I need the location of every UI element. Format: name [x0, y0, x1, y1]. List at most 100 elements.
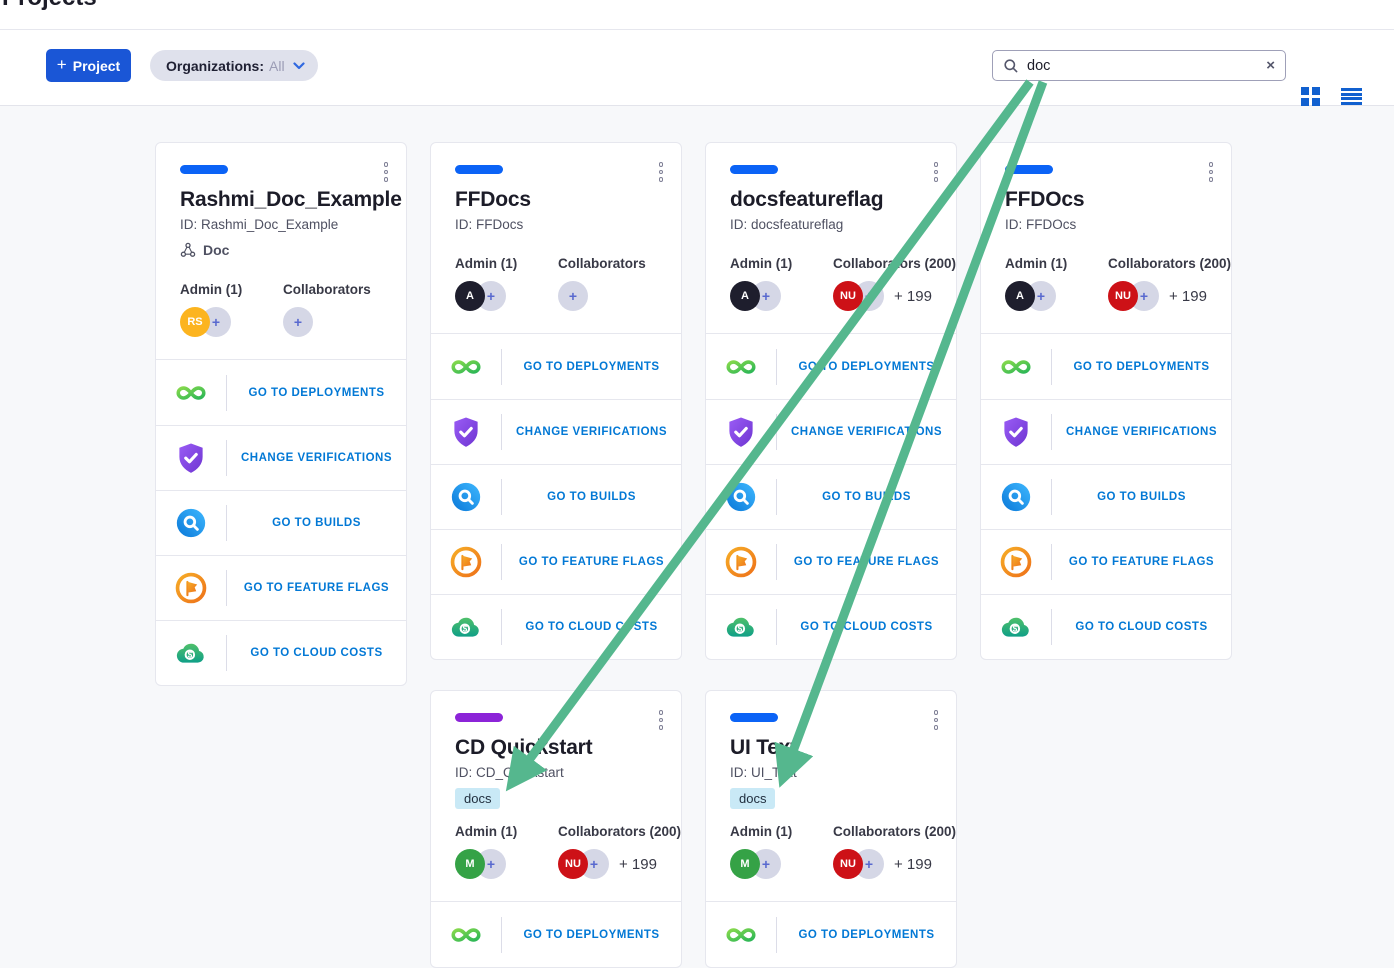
- admin-avatar[interactable]: M: [455, 849, 485, 879]
- deployments-icon: [174, 376, 208, 410]
- project-name[interactable]: FFDOcs: [1005, 188, 1085, 211]
- go-to-builds-row[interactable]: GO TO BUILDS: [156, 490, 406, 555]
- add-collaborator-button[interactable]: +: [558, 281, 588, 311]
- go-to-builds-row[interactable]: GO TO BUILDS: [706, 464, 956, 529]
- verifications-icon: [449, 415, 483, 449]
- go-to-feature-flags-row[interactable]: GO TO FEATURE FLAGS: [706, 529, 956, 594]
- new-project-button[interactable]: + Project: [46, 49, 131, 82]
- builds-icon: [724, 480, 758, 514]
- go-to-deployments-row[interactable]: GO TO DEPLOYMENTS: [431, 334, 681, 399]
- project-name[interactable]: Rashmi_Doc_Example: [180, 188, 402, 211]
- change-verifications-row[interactable]: CHANGE VERIFICATIONS: [706, 399, 956, 464]
- go-to-deployments-link[interactable]: GO TO DEPLOYMENTS: [248, 386, 385, 399]
- feature-flags-icon: [174, 571, 208, 605]
- change-verifications-row[interactable]: CHANGE VERIFICATIONS: [431, 399, 681, 464]
- go-to-feature-flags-row[interactable]: GO TO FEATURE FLAGS: [156, 555, 406, 620]
- go-to-cloud-costs-link[interactable]: GO TO CLOUD COSTS: [250, 647, 383, 659]
- toolbar: + Project Organizations: All ×: [0, 30, 1394, 106]
- admin-avatar[interactable]: A: [730, 281, 760, 311]
- go-to-deployments-row[interactable]: GO TO DEPLOYMENTS: [981, 334, 1231, 399]
- admin-avatar[interactable]: A: [455, 281, 485, 311]
- project-color-bar: [730, 713, 778, 722]
- go-to-deployments-link[interactable]: GO TO DEPLOYMENTS: [523, 928, 660, 941]
- collaborators-label: Collaborators: [558, 256, 646, 271]
- go-to-feature-flags-row[interactable]: GO TO FEATURE FLAGS: [431, 529, 681, 594]
- go-to-feature-flags-link[interactable]: GO TO FEATURE FLAGS: [793, 556, 940, 568]
- admin-avatar[interactable]: RS: [180, 307, 210, 337]
- organization-icon: [180, 242, 196, 258]
- list-view-icon[interactable]: [1341, 88, 1362, 105]
- project-name[interactable]: CD Quickstart: [455, 736, 593, 759]
- go-to-feature-flags-link[interactable]: GO TO FEATURE FLAGS: [243, 582, 390, 594]
- change-verifications-link[interactable]: CHANGE VERIFICATIONS: [241, 452, 392, 464]
- go-to-deployments-link[interactable]: GO TO DEPLOYMENTS: [798, 360, 935, 373]
- go-to-cloud-costs-row[interactable]: GO TO CLOUD COSTS: [706, 594, 956, 659]
- go-to-deployments-link[interactable]: GO TO DEPLOYMENTS: [798, 928, 935, 941]
- go-to-deployments-row[interactable]: GO TO DEPLOYMENTS: [706, 902, 956, 967]
- project-name[interactable]: UI Text: [730, 736, 798, 759]
- collaborators-overflow-count: + 199: [619, 855, 657, 873]
- organizations-filter[interactable]: Organizations: All: [150, 50, 318, 81]
- collaborator-avatar[interactable]: NU: [833, 281, 863, 311]
- project-color-bar: [180, 165, 228, 174]
- collaborator-avatar[interactable]: NU: [558, 849, 588, 879]
- change-verifications-link[interactable]: CHANGE VERIFICATIONS: [1066, 426, 1217, 438]
- go-to-builds-link[interactable]: GO TO BUILDS: [822, 491, 911, 503]
- deployments-icon: [449, 918, 483, 952]
- collaborators-label: Collaborators (200): [833, 824, 957, 839]
- cloud-costs-icon: [174, 636, 208, 670]
- collaborator-avatar[interactable]: NU: [1108, 281, 1138, 311]
- go-to-deployments-link[interactable]: GO TO DEPLOYMENTS: [523, 360, 660, 373]
- admin-label: Admin (1): [455, 256, 518, 271]
- search-input[interactable]: [1027, 57, 1259, 74]
- project-name[interactable]: FFDocs: [455, 188, 531, 211]
- go-to-builds-row[interactable]: GO TO BUILDS: [981, 464, 1231, 529]
- deployments-icon: [724, 918, 758, 952]
- grid-view-icon[interactable]: [1301, 87, 1320, 106]
- go-to-cloud-costs-link[interactable]: GO TO CLOUD COSTS: [525, 621, 658, 633]
- go-to-cloud-costs-row[interactable]: GO TO CLOUD COSTS: [156, 620, 406, 685]
- go-to-builds-row[interactable]: GO TO BUILDS: [431, 464, 681, 529]
- project-name[interactable]: docsfeatureflag: [730, 188, 884, 211]
- deployments-icon: [999, 350, 1033, 384]
- add-collaborator-button[interactable]: +: [283, 307, 313, 337]
- go-to-feature-flags-link[interactable]: GO TO FEATURE FLAGS: [518, 556, 665, 568]
- go-to-cloud-costs-link[interactable]: GO TO CLOUD COSTS: [800, 621, 933, 633]
- change-verifications-row[interactable]: CHANGE VERIFICATIONS: [156, 425, 406, 490]
- go-to-builds-link[interactable]: GO TO BUILDS: [1097, 491, 1186, 503]
- admin-avatar[interactable]: A: [1005, 281, 1035, 311]
- change-verifications-link[interactable]: CHANGE VERIFICATIONS: [791, 426, 942, 438]
- collaborators-label: Collaborators (200): [1108, 256, 1232, 271]
- go-to-feature-flags-link[interactable]: GO TO FEATURE FLAGS: [1068, 556, 1215, 568]
- change-verifications-row[interactable]: CHANGE VERIFICATIONS: [981, 399, 1231, 464]
- projects-grid: Rashmi_Doc_Example ID: Rashmi_Doc_Exampl…: [0, 106, 1394, 968]
- card-menu-icon[interactable]: [381, 159, 392, 185]
- go-to-deployments-row[interactable]: GO TO DEPLOYMENTS: [706, 334, 956, 399]
- admin-label: Admin (1): [730, 256, 793, 271]
- go-to-deployments-row[interactable]: GO TO DEPLOYMENTS: [156, 360, 406, 425]
- deployments-icon: [449, 350, 483, 384]
- cloud-costs-icon: [999, 610, 1033, 644]
- search-clear-icon[interactable]: ×: [1266, 57, 1275, 74]
- page-title: Projects: [2, 0, 97, 12]
- go-to-cloud-costs-link[interactable]: GO TO CLOUD COSTS: [1075, 621, 1208, 633]
- card-menu-icon[interactable]: [1206, 159, 1217, 185]
- go-to-cloud-costs-row[interactable]: GO TO CLOUD COSTS: [981, 594, 1231, 659]
- project-id: ID: UI_Text: [730, 765, 797, 780]
- project-card-cd-quickstart: CD Quickstart ID: CD_Quickstart docs Adm…: [430, 690, 682, 968]
- go-to-builds-link[interactable]: GO TO BUILDS: [547, 491, 636, 503]
- go-to-deployments-link[interactable]: GO TO DEPLOYMENTS: [1073, 360, 1210, 373]
- change-verifications-link[interactable]: CHANGE VERIFICATIONS: [516, 426, 667, 438]
- admin-avatar[interactable]: M: [730, 849, 760, 879]
- new-project-label: Project: [72, 57, 121, 74]
- collaborators-overflow-count: + 199: [1169, 287, 1207, 305]
- project-id: ID: FFDocs: [455, 217, 524, 232]
- project-color-bar: [730, 165, 778, 174]
- project-card-ui-text: UI Text ID: UI_Text docs Admin (1) M + C…: [705, 690, 957, 968]
- feature-flags-icon: [999, 545, 1033, 579]
- go-to-cloud-costs-row[interactable]: GO TO CLOUD COSTS: [431, 594, 681, 659]
- go-to-deployments-row[interactable]: GO TO DEPLOYMENTS: [431, 902, 681, 967]
- go-to-builds-link[interactable]: GO TO BUILDS: [272, 517, 361, 529]
- collaborator-avatar[interactable]: NU: [833, 849, 863, 879]
- go-to-feature-flags-row[interactable]: GO TO FEATURE FLAGS: [981, 529, 1231, 594]
